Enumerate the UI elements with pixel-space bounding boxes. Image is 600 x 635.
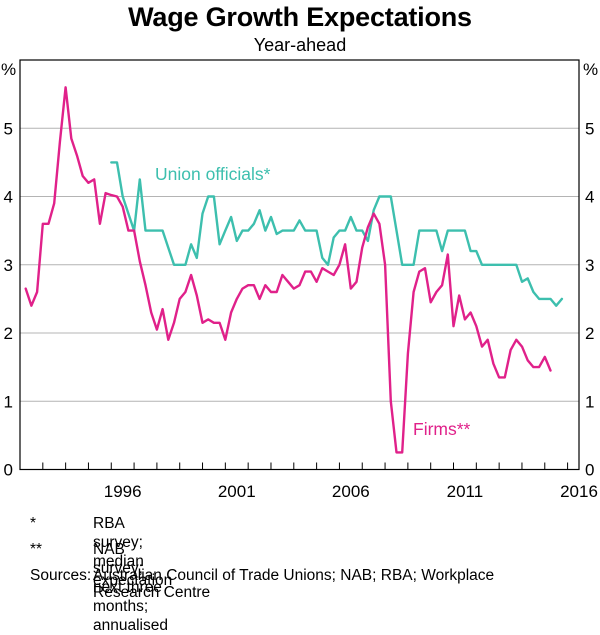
y-tick-label-left-4: 4 xyxy=(4,188,13,207)
y-tick-label-right-3: 3 xyxy=(585,256,594,275)
y-tick-label-right-2: 2 xyxy=(585,324,594,343)
footnote-1-marker: * xyxy=(30,515,37,532)
chart-title: Wage Growth Expectations xyxy=(128,2,472,32)
x-tick-label-2011: 2011 xyxy=(447,482,484,501)
series-line-firms xyxy=(24,86,552,454)
y-tick-label-left-1: 1 xyxy=(4,392,13,411)
y-axis-labels: 0 0 1 1 2 2 3 3 4 4 5 5%% xyxy=(1,60,598,480)
footnote-1-text: RBA survey; median expectation xyxy=(93,515,173,589)
series-line-union-officials xyxy=(110,161,564,307)
x-tick-label-2001: 2001 xyxy=(218,482,256,501)
y-tick-label-left-3: 3 xyxy=(4,256,13,275)
x-axis-ticks xyxy=(19,462,569,470)
annotation-union-officials: Union officials* xyxy=(155,164,271,184)
chart-plot: 0 0 1 1 2 2 3 3 4 4 5 5%% 1996 2001 2006 2011 2016 Unio… xyxy=(1,59,598,501)
chart-subtitle: Year-ahead xyxy=(253,35,347,55)
sources-text-line-1: Australian Council of Trade Unions; NAB;… xyxy=(93,567,495,584)
y-tick-label-right-5: 5 xyxy=(585,119,594,138)
x-tick-label-2006: 2006 xyxy=(332,482,370,501)
series-annotations: Union officials* Firms** xyxy=(155,164,471,439)
series-lines xyxy=(24,86,564,454)
footnote-2-marker: ** xyxy=(30,541,43,558)
y-tick-label-left-0: 0 xyxy=(4,461,13,480)
y-tick-label-left-5: 5 xyxy=(4,119,13,138)
x-axis-labels: 1996 2001 2006 2011 2016 xyxy=(104,482,598,501)
sources-label: Sources: xyxy=(30,567,92,584)
y-tick-label-right-1: 1 xyxy=(585,392,594,411)
y-unit-left: % xyxy=(1,60,16,79)
y-tick-label-right-0: 0 xyxy=(585,461,594,480)
sources-text-line-2: Research Centre xyxy=(93,584,211,601)
y-tick-label-left-2: 2 xyxy=(4,324,13,343)
x-tick-label-2016: 2016 xyxy=(560,482,598,501)
plot-frame xyxy=(19,59,580,471)
annotation-firms: Firms** xyxy=(413,419,471,439)
x-tick-label-1996: 1996 xyxy=(104,482,142,501)
y-unit-right: % xyxy=(583,60,598,79)
y-tick-label-right-4: 4 xyxy=(585,188,594,207)
